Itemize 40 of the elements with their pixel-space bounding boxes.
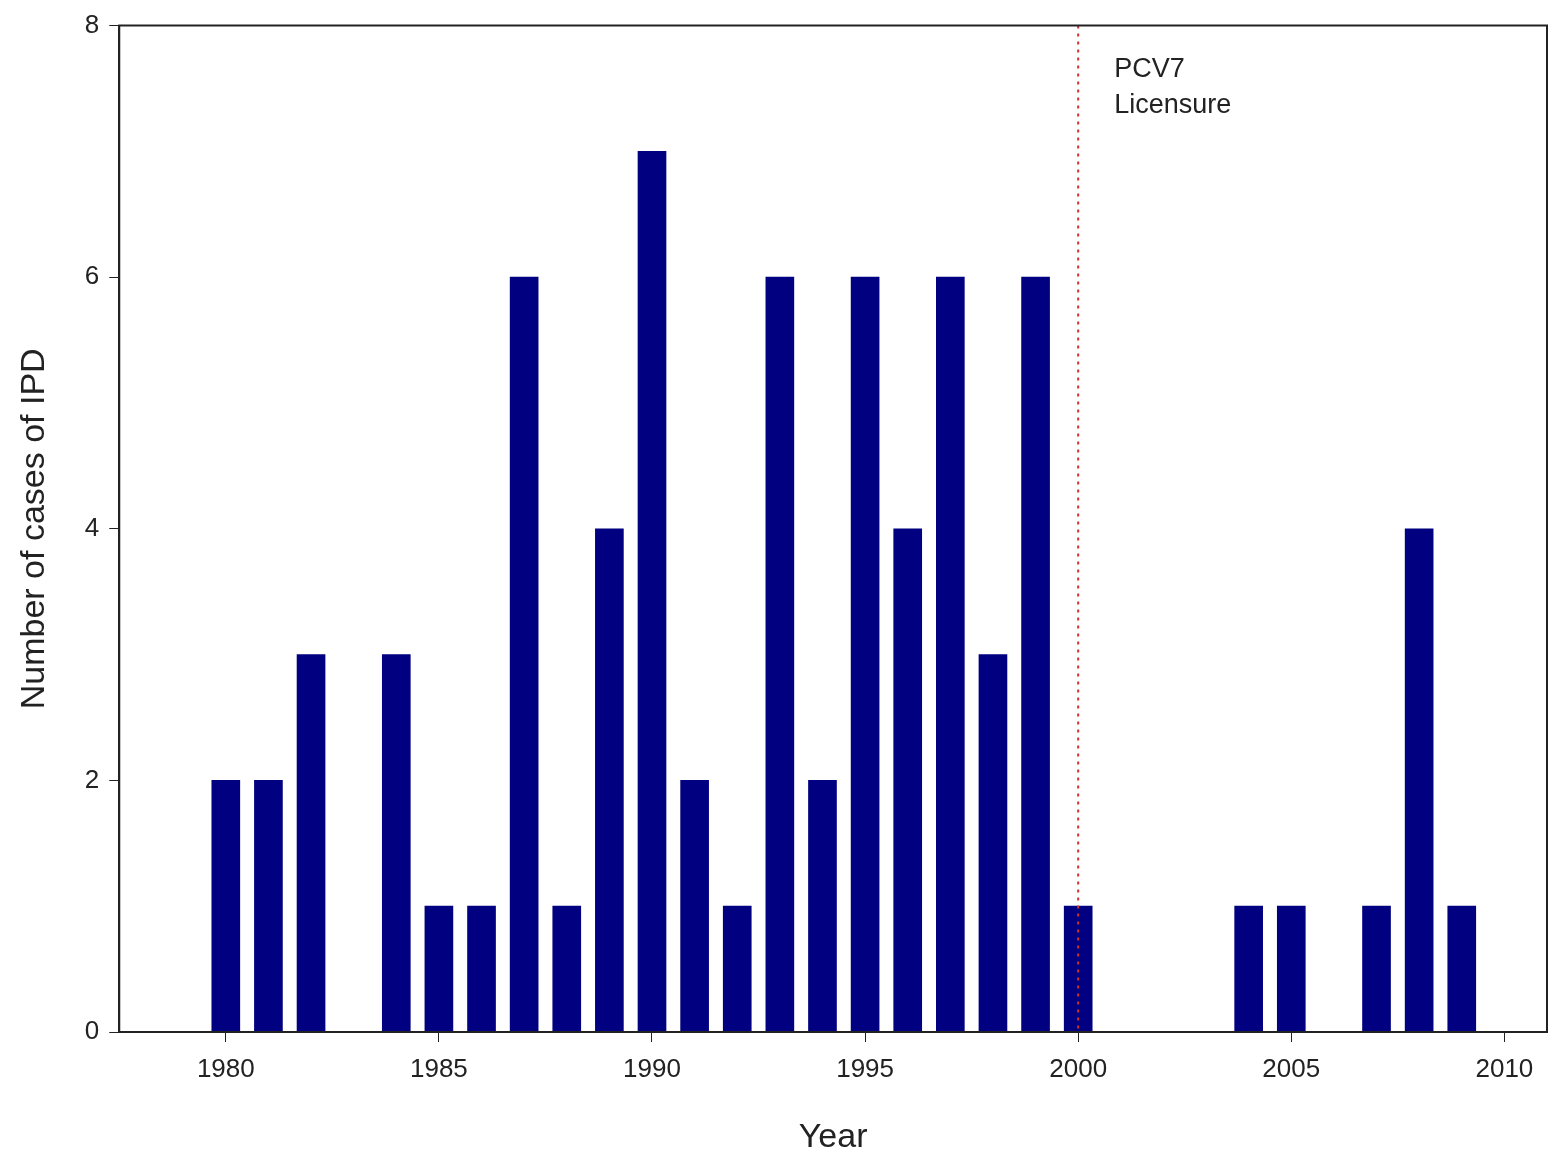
- x-tick-label: 1990: [623, 1052, 681, 1083]
- x-tick-label: 2010: [1475, 1052, 1534, 1083]
- x-axis-title: Year: [798, 1115, 868, 1154]
- bar: [765, 276, 795, 1032]
- bar: [296, 654, 326, 1032]
- y-tick-label: 8: [84, 8, 100, 39]
- bar: [1276, 905, 1306, 1032]
- bar: [936, 276, 965, 1032]
- bar: [850, 276, 880, 1032]
- x-tick-label: 2005: [1262, 1052, 1321, 1083]
- bar: [637, 151, 667, 1032]
- bar: [722, 905, 752, 1032]
- bar: [978, 654, 1008, 1032]
- y-tick-label: 6: [84, 260, 100, 291]
- bar: [552, 905, 582, 1032]
- bar: [381, 654, 411, 1032]
- bar: [1447, 905, 1477, 1032]
- bar: [680, 780, 709, 1032]
- bar: [509, 276, 539, 1032]
- bar: [467, 905, 496, 1032]
- bar: [254, 780, 283, 1032]
- y-axis-title: Number of cases of IPD: [12, 348, 51, 710]
- x-tick-label: 1980: [196, 1052, 255, 1083]
- ref-line-label: PCV7 Licensure: [1114, 52, 1232, 119]
- bar: [1021, 276, 1050, 1032]
- y-tick-label: 4: [84, 511, 100, 542]
- bar: [595, 528, 624, 1032]
- y-tick-label: 2: [84, 763, 100, 794]
- bar: [424, 905, 454, 1032]
- bar: [893, 528, 923, 1032]
- bar: [211, 780, 241, 1032]
- x-tick-label: 1985: [409, 1052, 468, 1083]
- bar: [1362, 905, 1391, 1032]
- y-tick-label: 0: [84, 1015, 100, 1046]
- bar: [1404, 528, 1434, 1032]
- x-tick-label: 2000: [1049, 1052, 1108, 1083]
- x-tick-label: 1995: [836, 1052, 895, 1083]
- bar: [808, 780, 837, 1032]
- bar: [1234, 905, 1263, 1032]
- bar: [1063, 905, 1093, 1032]
